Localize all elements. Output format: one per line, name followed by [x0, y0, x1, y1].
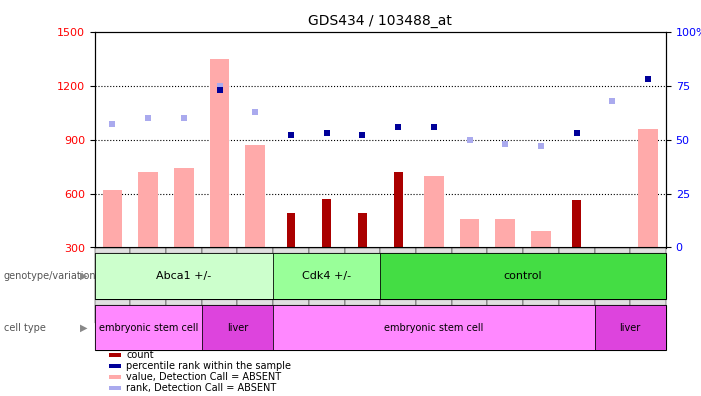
Text: genotype/variation: genotype/variation [4, 271, 96, 281]
Bar [102, 190, 122, 248]
Bar [394, 172, 402, 248]
Text: value, Detection Call = ABSENT: value, Detection Call = ABSENT [126, 372, 281, 382]
Text: Abca1 +/-: Abca1 +/- [156, 271, 212, 281]
Bar [273, 253, 380, 299]
Text: embryonic stem cell: embryonic stem cell [99, 323, 198, 333]
Bar [523, 248, 559, 323]
Title: GDS434 / 103488_at: GDS434 / 103488_at [308, 14, 452, 28]
Bar [416, 248, 451, 323]
Text: Cdk4 +/-: Cdk4 +/- [302, 271, 351, 281]
Bar [95, 253, 273, 299]
Bar [273, 305, 594, 350]
Bar [238, 248, 273, 323]
Text: liver: liver [227, 323, 248, 333]
Bar [309, 248, 345, 323]
Text: percentile rank within the sample: percentile rank within the sample [126, 361, 291, 371]
Bar [496, 219, 515, 248]
Bar [531, 231, 551, 248]
Bar [358, 213, 367, 248]
Bar [639, 129, 658, 248]
Bar [424, 175, 444, 248]
Bar [559, 248, 594, 323]
Bar [451, 248, 487, 323]
Text: cell type: cell type [4, 323, 46, 333]
Bar [594, 305, 666, 350]
Bar [95, 305, 202, 350]
Bar [95, 248, 130, 323]
Text: liver: liver [620, 323, 641, 333]
Bar [245, 145, 265, 248]
Bar [322, 199, 331, 248]
Bar [166, 248, 202, 323]
Text: ▶: ▶ [80, 323, 88, 333]
Bar [630, 248, 666, 323]
Bar [202, 305, 273, 350]
Bar [380, 248, 416, 323]
Bar [460, 219, 479, 248]
Bar [273, 248, 309, 323]
Bar [380, 253, 666, 299]
Text: ▶: ▶ [80, 271, 88, 281]
Bar [210, 59, 229, 248]
Bar [345, 248, 380, 323]
Bar [594, 248, 630, 323]
Text: embryonic stem cell: embryonic stem cell [384, 323, 484, 333]
Bar [174, 168, 193, 248]
Bar [130, 248, 166, 323]
Bar [487, 248, 523, 323]
Bar [202, 248, 238, 323]
Text: count: count [126, 350, 154, 360]
Bar [572, 200, 581, 248]
Bar [138, 172, 158, 248]
Text: rank, Detection Call = ABSENT: rank, Detection Call = ABSENT [126, 383, 276, 393]
Text: control: control [504, 271, 543, 281]
Bar [287, 213, 295, 248]
